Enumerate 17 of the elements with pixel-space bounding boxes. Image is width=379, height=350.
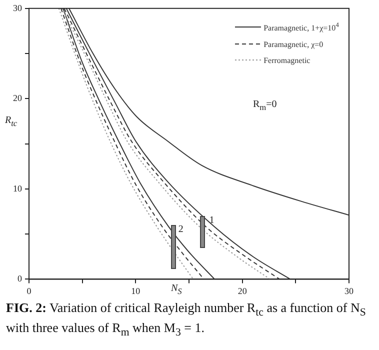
x-tick-label: 10 bbox=[131, 286, 141, 296]
legend-label: Ferromagnetic bbox=[264, 56, 310, 65]
x-tick-label: 0 bbox=[26, 286, 32, 296]
y-tick-label: 20 bbox=[13, 93, 22, 104]
annotation: 1 bbox=[209, 215, 214, 226]
y-tick-label: 30 bbox=[13, 2, 22, 13]
chart-title: FIG. 2: Variation of critical Rayleigh number R$_{tc}$ as a function of N$_{S}$ with three values of R$_{m}$ when M$_{3}$ = 1. bbox=[6, 300, 366, 339]
x-tick-label: 30 bbox=[344, 286, 354, 296]
x-tick-label: 20 bbox=[238, 286, 248, 296]
annotation: R$_{m}$=0 bbox=[253, 99, 277, 113]
legend-label: Paramagnetic, χ=0 bbox=[264, 40, 324, 49]
annotation: 2 bbox=[178, 224, 184, 236]
x-axis-title: N$_{S}$ bbox=[171, 283, 182, 297]
y-axis-title: R$_{tc}$ bbox=[5, 114, 18, 128]
legend-label: Paramagnetic, 1+χ=10$^{4}$ bbox=[264, 22, 339, 33]
y-tick-label: 10 bbox=[13, 183, 22, 194]
y-tick-label: 0 bbox=[18, 274, 22, 284]
